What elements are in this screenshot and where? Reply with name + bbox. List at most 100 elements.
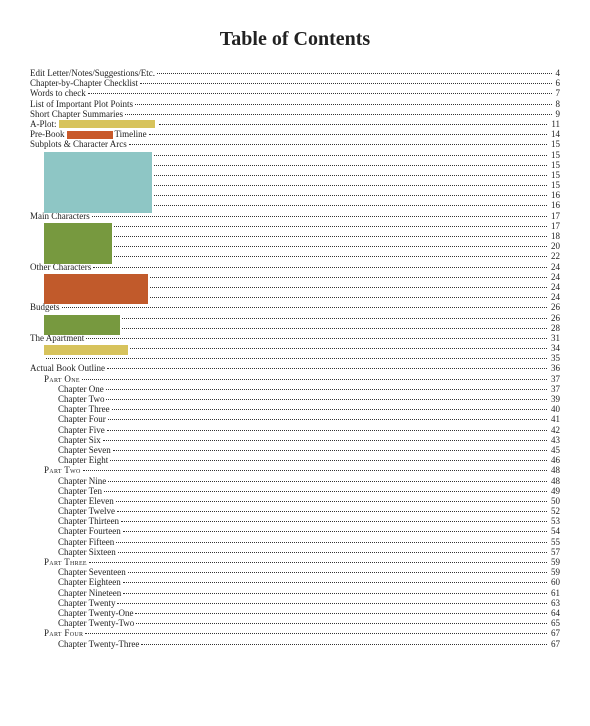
toc-page: 11 xyxy=(549,120,560,129)
toc-page: 35 xyxy=(549,354,560,363)
toc-row: 35 xyxy=(30,354,560,364)
toc-page: 16 xyxy=(549,201,560,210)
toc-row: Chapter Fourteen54 xyxy=(30,527,560,537)
toc-page: 17 xyxy=(549,212,560,221)
toc-row: Edit Letter/Notes/Suggestions/Etc. 4 xyxy=(30,69,560,79)
toc-leader xyxy=(106,389,547,390)
toc-page: 41 xyxy=(549,415,560,424)
toc-page: 15 xyxy=(549,151,560,160)
toc-leader xyxy=(110,460,547,461)
toc-leader xyxy=(157,73,552,74)
toc-row: List of Important Plot Points8 xyxy=(30,100,560,110)
toc-page: 37 xyxy=(549,375,560,384)
toc-page: 60 xyxy=(549,578,560,587)
toc-leader xyxy=(123,582,547,583)
toc-page: 63 xyxy=(549,599,560,608)
toc-label: Chapter Seventeen xyxy=(30,568,126,577)
toc-page: 22 xyxy=(549,252,560,261)
toc-row: Chapter Eight46 xyxy=(30,456,560,466)
toc-label: Chapter One xyxy=(30,385,104,394)
toc-leader xyxy=(108,481,547,482)
toc-page: 59 xyxy=(549,558,560,567)
toc-label: Chapter Thirteen xyxy=(30,517,119,526)
toc-row: Short Chapter Summaries9 xyxy=(30,110,560,120)
toc-leader xyxy=(117,603,547,604)
toc-row: Chapter Four41 xyxy=(30,415,560,425)
page-title: Table of Contents xyxy=(30,28,560,51)
toc-leader xyxy=(83,470,547,471)
toc-row: Chapter Twelve 52 xyxy=(30,507,560,517)
toc-leader xyxy=(140,83,551,84)
toc-label: Chapter Eighteen xyxy=(30,578,121,587)
toc-row: Chapter Twenty-One64 xyxy=(30,609,560,619)
toc-page: 50 xyxy=(549,497,560,506)
toc-leader xyxy=(92,216,547,217)
toc-label: A-Plot: xyxy=(30,120,157,129)
toc-row: Chapter Five42 xyxy=(30,426,560,436)
toc-row: Chapter Sixteen57 xyxy=(30,548,560,558)
toc-label: Main Characters xyxy=(30,212,90,221)
toc-leader xyxy=(107,430,547,431)
toc-label: Chapter Eleven xyxy=(30,497,114,506)
toc-leader xyxy=(62,307,547,308)
toc-row: Chapter Six43 xyxy=(30,436,560,446)
toc-row: Chapter Seven45 xyxy=(30,446,560,456)
toc-label: Budgets xyxy=(30,303,60,312)
toc-row: Chapter Eighteen 60 xyxy=(30,578,560,588)
toc-page: 39 xyxy=(549,395,560,404)
toc-label: Other Characters xyxy=(30,263,91,272)
redaction-block xyxy=(44,315,120,335)
redaction-block xyxy=(44,152,152,213)
toc-label: Chapter Fifteen xyxy=(30,538,114,547)
toc-leader xyxy=(107,368,547,369)
redaction-section: 2628 xyxy=(30,314,560,334)
toc-page: 55 xyxy=(549,538,560,547)
toc-page: 43 xyxy=(549,436,560,445)
redaction-block xyxy=(44,223,112,264)
toc-row: Main Characters 17 xyxy=(30,212,560,222)
toc-label: Chapter Fourteen xyxy=(30,527,121,536)
toc-label: Chapter Five xyxy=(30,426,105,435)
redaction-block xyxy=(44,274,148,305)
toc-leader xyxy=(103,440,547,441)
toc-page: 46 xyxy=(549,456,560,465)
toc-row: Chapter-by-Chapter Checklist6 xyxy=(30,79,560,89)
toc-leader xyxy=(104,491,547,492)
toc-label: Edit Letter/Notes/Suggestions/Etc. xyxy=(30,69,155,78)
toc-row: Chapter Thirteen53 xyxy=(30,517,560,527)
toc-page: 4 xyxy=(554,69,561,78)
toc-page: 15 xyxy=(549,181,560,190)
toc-row: A-Plot: 11 xyxy=(30,120,560,130)
toc-page: 15 xyxy=(549,140,560,149)
toc-leader xyxy=(136,623,547,624)
toc-page: 15 xyxy=(549,171,560,180)
toc-row: Chapter One 37 xyxy=(30,385,560,395)
toc-page: 59 xyxy=(549,568,560,577)
toc-leader xyxy=(106,399,547,400)
toc-page: 65 xyxy=(549,619,560,628)
table-of-contents: Edit Letter/Notes/Suggestions/Etc.4Chapt… xyxy=(30,69,560,650)
toc-page: 26 xyxy=(549,303,560,312)
toc-row: Chapter Ten49 xyxy=(30,487,560,497)
toc-row: Chapter Twenty63 xyxy=(30,599,560,609)
toc-row: Actual Book Outline36 xyxy=(30,364,560,374)
toc-label: Part Four xyxy=(30,629,83,638)
toc-page: 9 xyxy=(554,110,561,119)
toc-page: 67 xyxy=(549,640,560,649)
toc-page: 34 xyxy=(549,344,560,353)
toc-label: Chapter Twelve xyxy=(30,507,115,516)
toc-page: 24 xyxy=(549,273,560,282)
toc-label: Chapter Twenty-One xyxy=(30,609,133,618)
toc-row: Chapter Two39 xyxy=(30,395,560,405)
toc-page: 36 xyxy=(549,364,560,373)
toc-page: 37 xyxy=(549,385,560,394)
toc-page: 52 xyxy=(549,507,560,516)
toc-leader xyxy=(85,633,547,634)
toc-page: 7 xyxy=(554,89,561,98)
toc-label: Part Three xyxy=(30,558,87,567)
toc-row: The Apartment31 xyxy=(30,334,560,344)
toc-leader xyxy=(116,501,547,502)
toc-leader xyxy=(129,144,547,145)
toc-label: Chapter Three xyxy=(30,405,110,414)
toc-row: Chapter Twenty-Two65 xyxy=(30,619,560,629)
